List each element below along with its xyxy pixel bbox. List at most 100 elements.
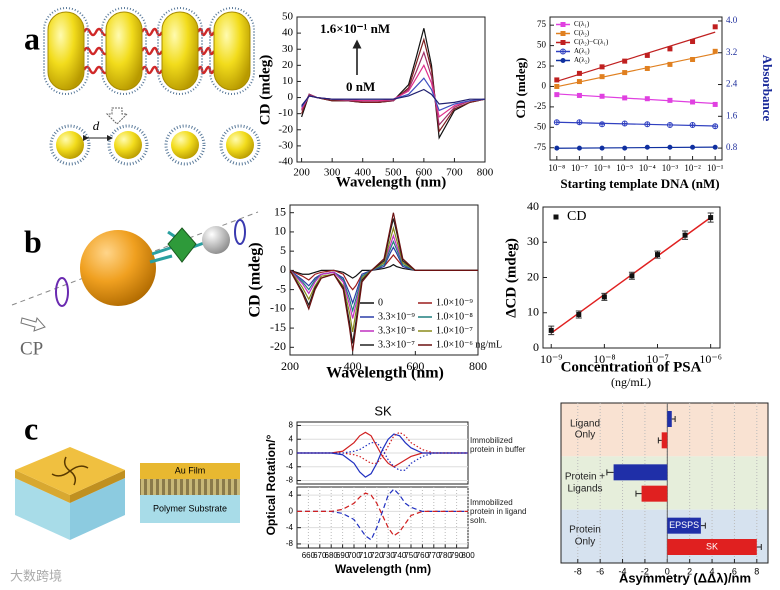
x-axis-label: Concentration of PSA bbox=[561, 359, 702, 375]
x-tick-label: 500 bbox=[385, 167, 402, 179]
y-tick-label: -5 bbox=[276, 281, 286, 295]
x-tick-label: -2 bbox=[641, 566, 649, 576]
data-point bbox=[644, 52, 650, 58]
legend-marker bbox=[553, 214, 559, 220]
category-label: Ligand Only bbox=[569, 418, 601, 441]
x-tick-label: 10⁻³ bbox=[662, 163, 679, 173]
annotation: 0 nM bbox=[346, 79, 375, 94]
y-axis-label: CD (mdeg) bbox=[257, 55, 273, 125]
plot-frame bbox=[296, 486, 469, 549]
data-point bbox=[599, 64, 605, 70]
y-tick-label: 10 bbox=[527, 305, 539, 319]
data-point bbox=[622, 145, 628, 151]
error-bar bbox=[700, 522, 706, 529]
panel-letter: c bbox=[24, 410, 38, 446]
x-tick-label: 10⁻⁴ bbox=[639, 163, 656, 173]
x-tick-label: 720 bbox=[370, 551, 384, 560]
legend-marker bbox=[560, 48, 567, 55]
y-tick-label: -75 bbox=[534, 142, 546, 152]
data-point bbox=[576, 312, 582, 318]
panel-letter: a bbox=[24, 20, 40, 56]
x-tick-label: 10⁻⁶ bbox=[699, 352, 722, 366]
legend-label: 0 bbox=[378, 297, 383, 308]
bar bbox=[613, 464, 668, 481]
data-point bbox=[708, 215, 714, 221]
series-line bbox=[301, 37, 486, 134]
x-tick-label: 800 bbox=[469, 359, 487, 373]
data-point bbox=[655, 252, 661, 258]
data-point bbox=[712, 123, 719, 130]
series-line bbox=[301, 28, 486, 140]
x-tick-label: 710 bbox=[359, 551, 373, 560]
data-point bbox=[576, 92, 582, 98]
x-tick-label: 670 bbox=[313, 551, 327, 560]
y-tick-label: 15 bbox=[274, 204, 286, 218]
series-line bbox=[301, 50, 486, 127]
y-tick-label: 40 bbox=[527, 199, 539, 213]
y-tick-label: 30 bbox=[282, 43, 294, 55]
y-tick-label: 30 bbox=[527, 234, 539, 248]
y-tick-label: 0 bbox=[533, 340, 539, 354]
y-tick-label: 5 bbox=[280, 243, 286, 257]
x-tick-label: 10⁻⁷ bbox=[646, 352, 669, 366]
data-point bbox=[548, 327, 554, 333]
bar bbox=[661, 432, 668, 449]
series-line bbox=[297, 431, 468, 464]
y-tick-label: -20 bbox=[270, 339, 286, 353]
data-point bbox=[667, 97, 673, 103]
y-axis-label: Optical Rotation/° bbox=[264, 434, 278, 535]
data-point bbox=[689, 122, 696, 129]
x-tick-label: 600 bbox=[416, 167, 433, 179]
y-tick-label: 10 bbox=[274, 224, 286, 238]
x-tick-label: 200 bbox=[281, 359, 299, 373]
data-point bbox=[576, 79, 582, 85]
y-tick-label: 75 bbox=[537, 19, 547, 29]
y2-axis-label: Absorbance bbox=[760, 55, 775, 122]
legend-label: 3.3×10⁻⁷ bbox=[378, 339, 415, 350]
y-tick-label: 0 bbox=[288, 91, 294, 103]
watermark: 大数跨境 bbox=[10, 570, 62, 585]
data-point bbox=[621, 120, 628, 127]
x-tick-label: 690 bbox=[336, 551, 350, 560]
legend-label: CD bbox=[567, 209, 586, 224]
x-tick-label: -8 bbox=[574, 566, 582, 576]
legend-marker bbox=[560, 22, 566, 27]
y-tick-label: 20 bbox=[527, 269, 539, 283]
series-line bbox=[297, 492, 468, 537]
data-point bbox=[666, 122, 673, 129]
panel-letter: b bbox=[24, 223, 42, 259]
fit-line bbox=[556, 93, 716, 105]
x-tick-label: 2 bbox=[687, 566, 692, 576]
data-point bbox=[667, 46, 673, 52]
legend-label: A(λ₁) bbox=[574, 47, 590, 55]
x-tick-label: 10⁻⁵ bbox=[616, 163, 633, 173]
data-point bbox=[667, 144, 673, 150]
x-tick-label: 800 bbox=[477, 167, 494, 179]
category-label: Protein + Ligands bbox=[564, 471, 606, 495]
x-axis-label: Wavelength (nm) bbox=[335, 562, 431, 576]
series-line bbox=[301, 88, 485, 106]
y-tick-label: 40 bbox=[282, 27, 294, 39]
series-line bbox=[289, 225, 478, 333]
error-bar bbox=[756, 544, 762, 550]
y-tick-label: -8 bbox=[286, 476, 294, 485]
error-bar bbox=[657, 437, 662, 444]
y-axis-label: CD (mdeg) bbox=[513, 57, 528, 118]
y-tick-label: 0 bbox=[289, 448, 294, 457]
plot-frame bbox=[560, 402, 769, 564]
data-point bbox=[554, 92, 560, 98]
error-bar bbox=[606, 469, 614, 476]
x-tick-label: 0 bbox=[665, 566, 670, 576]
data-point bbox=[712, 101, 718, 107]
data-point bbox=[667, 61, 673, 67]
data-point bbox=[622, 95, 628, 101]
data-point bbox=[690, 99, 696, 105]
x-tick-label: 10⁻⁹ bbox=[540, 352, 563, 366]
x-tick-label: 660 bbox=[302, 551, 316, 560]
legend-label: 1.0×10⁻⁸ bbox=[436, 311, 473, 322]
y-tick-label: -10 bbox=[270, 301, 286, 315]
y-tick-label: -30 bbox=[278, 139, 293, 151]
x-tick-label: -4 bbox=[619, 566, 627, 576]
x-tick-label: 400 bbox=[354, 167, 371, 179]
x-tick-label: 730 bbox=[382, 551, 396, 560]
